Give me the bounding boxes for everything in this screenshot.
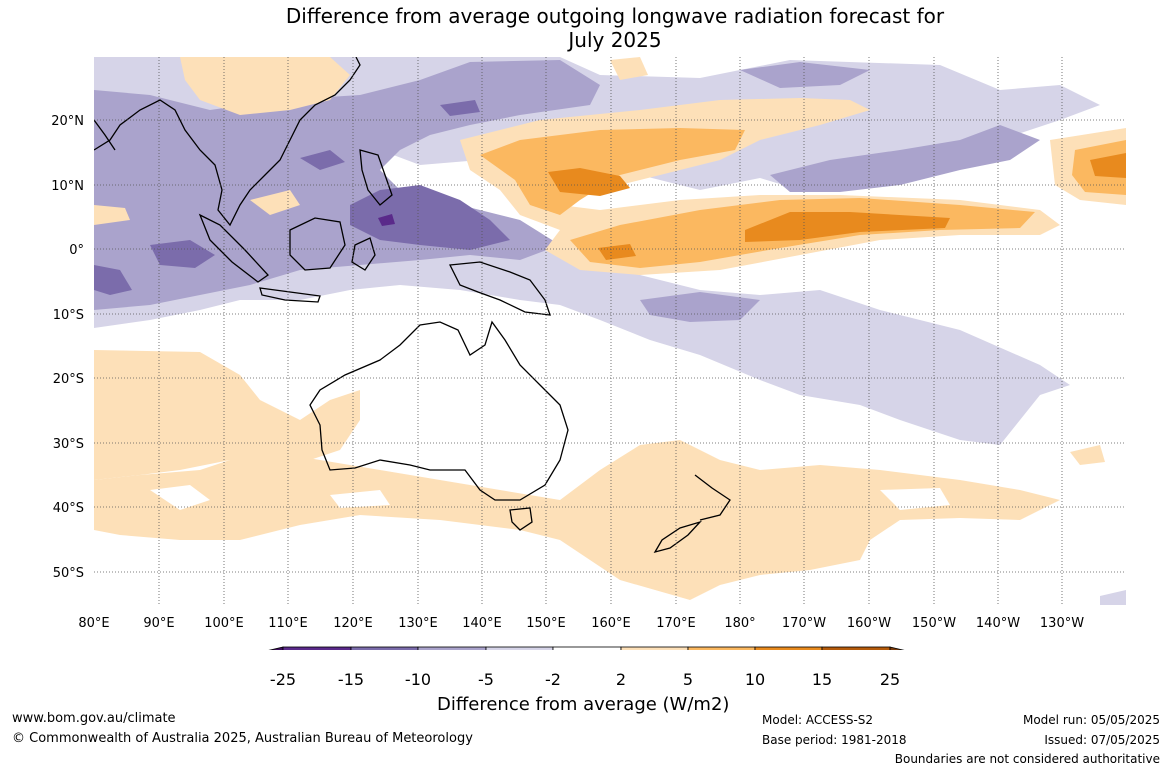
positive-anomaly-region <box>94 440 1060 600</box>
longitude-label: 130°E <box>398 616 438 631</box>
positive-anomaly-region <box>94 350 360 480</box>
latitude-label: 20°N <box>51 114 84 129</box>
sulawesi-coastline <box>351 237 376 271</box>
coastlines <box>94 57 731 554</box>
positive-anomaly-region <box>1070 445 1105 465</box>
longitude-label: 150°E <box>526 616 566 631</box>
positive-anomaly-region <box>1090 153 1126 178</box>
title-line-2: July 2025 <box>568 28 662 52</box>
neutral-patch <box>330 490 390 508</box>
colour-bar-segment <box>821 646 891 650</box>
longitude-label: 170°E <box>656 616 696 631</box>
longitude-label: 130°W <box>1040 616 1084 631</box>
map-title: Difference from average outgoing longwav… <box>0 4 1173 52</box>
legend-tick-label: 25 <box>879 670 901 689</box>
latitude-label: 20°S <box>53 372 84 387</box>
latitude-label: 40°S <box>53 501 84 516</box>
model-name: Model: ACCESS-S2 <box>762 713 874 727</box>
colour-bar-segment <box>485 646 554 650</box>
positive-anomaly-region <box>94 205 130 225</box>
longitude-label: 170°W <box>782 616 826 631</box>
neutral-patch <box>150 485 210 510</box>
legend-tick-label: -5 <box>478 670 494 689</box>
negative-anomaly-region <box>740 62 870 88</box>
longitude-label: 120°E <box>333 616 373 631</box>
colour-bar-segment <box>687 646 756 650</box>
new-guinea-coastline <box>448 261 551 316</box>
colour-bar-segment <box>282 646 352 650</box>
longitude-label: 160°W <box>847 616 891 631</box>
legend-tick-label: 2 <box>615 670 627 689</box>
colour-bar-segment <box>417 646 487 650</box>
positive-anomaly-region <box>548 168 630 196</box>
colour-bar-segment <box>620 646 689 650</box>
longitude-label: 160°E <box>591 616 631 631</box>
neutral-patch <box>880 488 950 510</box>
olr-anomaly-map: 20°N 10°N 0° 10°S 20°S 30°S 40°S 50°S 80°E 90°E 1… <box>51 57 1126 650</box>
asia-coastline <box>94 57 361 227</box>
negative-anomaly-region <box>94 265 132 295</box>
positive-anomaly-region <box>598 244 636 260</box>
latitude-label: 10°N <box>51 179 84 194</box>
longitude-label: 180° <box>724 616 755 631</box>
positive-anomaly-region <box>180 57 350 115</box>
negative-anomaly-region <box>1100 590 1126 605</box>
latitude-labels: 20°N 10°N 0° 10°S 20°S 30°S 40°S 50°S <box>51 114 84 581</box>
positive-anomaly-region <box>480 128 745 215</box>
positive-anomaly-region <box>250 190 300 215</box>
borneo-coastline <box>289 217 346 271</box>
longitude-label: 100°E <box>204 616 244 631</box>
legend-tick-label: 15 <box>811 670 833 689</box>
title-line-1: Difference from average outgoing longwav… <box>285 4 945 28</box>
philippines-coastline <box>359 149 393 206</box>
longitude-label: 140°W <box>976 616 1020 631</box>
new-zealand-coastline <box>653 474 731 554</box>
colour-bar <box>268 646 905 650</box>
boundaries-disclaimer: Boundaries are not considered authoritat… <box>894 752 1160 766</box>
colour-bar-segment <box>754 646 823 650</box>
legend-title: Difference from average (W/m2) <box>437 694 730 715</box>
legend-tick-label: 10 <box>744 670 766 689</box>
negative-anomaly-region <box>378 214 395 226</box>
sumatra-coastline <box>198 213 269 283</box>
anomaly-field <box>94 57 1126 605</box>
australia-coastline <box>309 320 569 501</box>
negative-anomaly-region <box>440 100 480 116</box>
latitude-label: 10°S <box>53 308 84 323</box>
tasmania-coastline <box>509 507 533 531</box>
negative-anomaly-region <box>640 292 760 322</box>
negative-anomaly-region <box>300 150 345 170</box>
legend-tick-label: -2 <box>545 670 561 689</box>
longitude-label: 150°W <box>912 616 956 631</box>
java-coastline <box>259 287 321 303</box>
negative-anomaly-region <box>770 125 1040 192</box>
issued-date: Issued: 07/05/2025 <box>1044 733 1160 747</box>
legend-tick-label: -25 <box>269 670 297 689</box>
longitude-label: 90°E <box>143 616 174 631</box>
model-run-date: Model run: 05/05/2025 <box>1022 713 1160 727</box>
positive-anomaly-region <box>610 57 648 80</box>
base-period: Base period: 1981-2018 <box>762 733 907 747</box>
negative-anomaly-region <box>350 185 510 250</box>
colour-bar-arrow-low <box>268 646 284 650</box>
india-coastline <box>94 119 116 151</box>
colour-bar-segment <box>552 646 622 650</box>
latitude-label: 50°S <box>53 566 84 581</box>
legend-tick-label: 5 <box>682 670 694 689</box>
longitude-labels: 80°E 90°E 100°E 110°E 120°E 130°E 140°E 150°E 16… <box>78 616 1084 631</box>
legend-tick-label: -10 <box>404 670 432 689</box>
website-link[interactable]: www.bom.gov.au/climate <box>12 711 176 726</box>
latitude-label: 0° <box>69 243 84 258</box>
colour-bar-arrow-high <box>889 646 905 650</box>
latitude-label: 30°S <box>53 437 84 452</box>
colour-bar-segment <box>350 646 419 650</box>
longitude-label: 140°E <box>462 616 502 631</box>
legend-tick-label: -15 <box>337 670 365 689</box>
copyright-text: © Commonwealth of Australia 2025, Austra… <box>12 731 473 746</box>
positive-anomaly-region <box>745 212 950 242</box>
longitude-label: 110°E <box>268 616 308 631</box>
graticule <box>94 57 1126 605</box>
longitude-label: 80°E <box>78 616 109 631</box>
negative-anomaly-region <box>150 240 215 268</box>
